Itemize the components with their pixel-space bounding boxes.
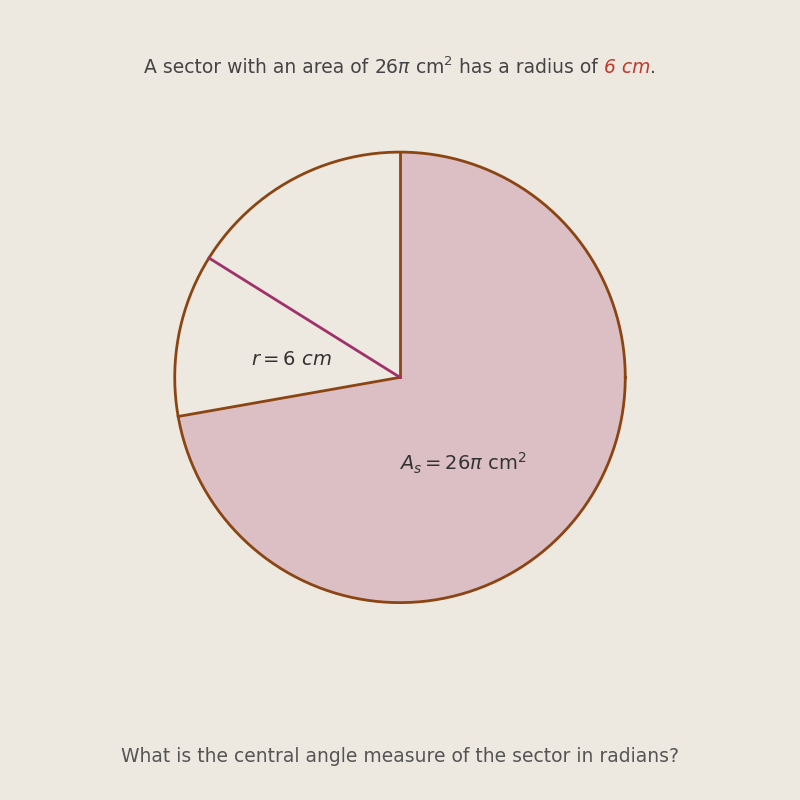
Text: $r = 6$ cm: $r = 6$ cm	[251, 350, 332, 369]
Text: $A_s = 26\pi\ \mathrm{cm}^2$: $A_s = 26\pi\ \mathrm{cm}^2$	[399, 450, 527, 475]
Polygon shape	[174, 152, 400, 417]
Text: has a radius of: has a radius of	[453, 58, 604, 77]
Text: What is the central angle measure of the sector in radians?: What is the central angle measure of the…	[121, 746, 679, 766]
Text: $26\pi$ cm$^2$: $26\pi$ cm$^2$	[374, 57, 453, 78]
Polygon shape	[178, 152, 626, 602]
Text: .: .	[650, 58, 656, 77]
Text: 6 cm: 6 cm	[604, 58, 650, 77]
Text: A sector with an area of: A sector with an area of	[144, 58, 374, 77]
